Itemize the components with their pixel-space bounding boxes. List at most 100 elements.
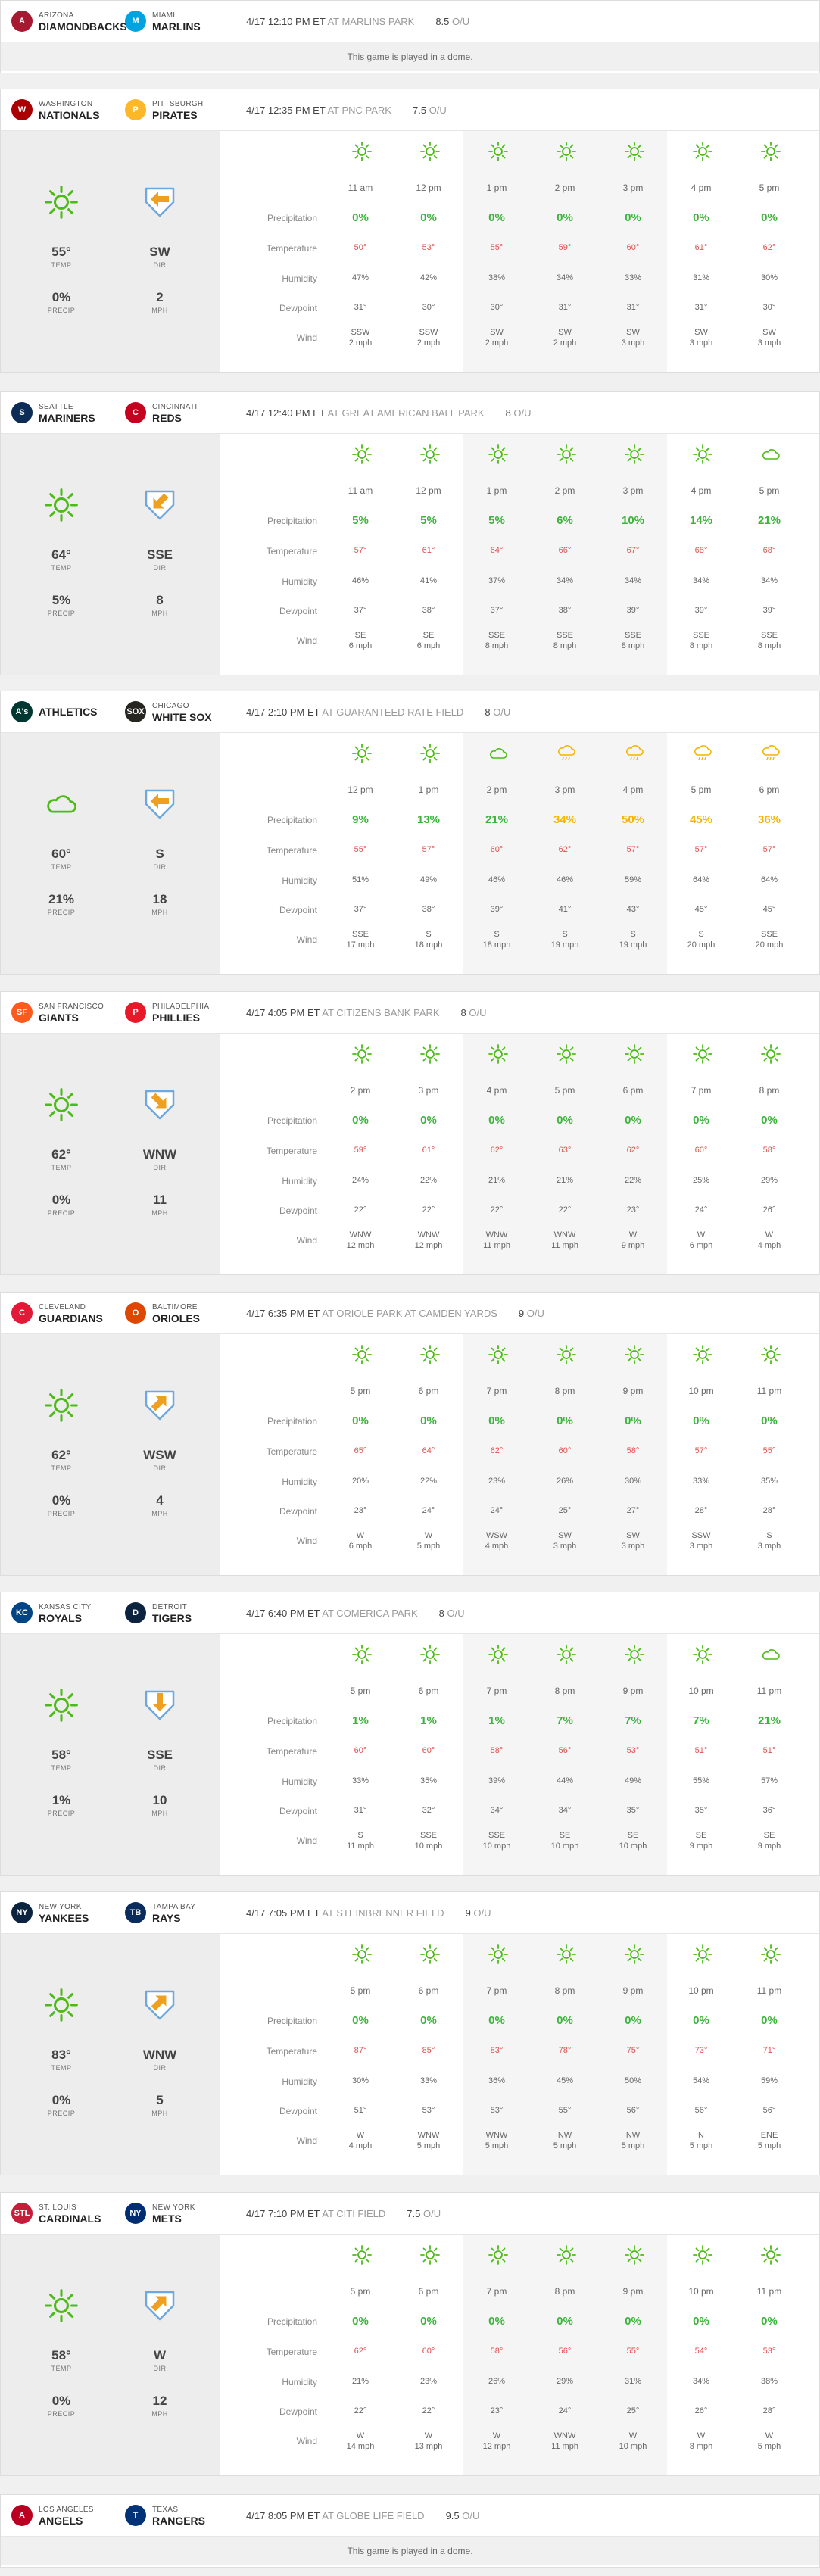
hour-time: 3 pm (622, 182, 644, 193)
home-team[interactable]: P PHILADELPHIA PHILLIES (125, 1001, 239, 1024)
hour-time: 8 pm (554, 1985, 575, 1996)
game-time: 4/17 7:10 PM ET AT CITI FIELD (246, 2208, 385, 2219)
away-team[interactable]: C CLEVELAND GUARDIANS (11, 1302, 125, 1324)
ballpark-link[interactable]: AT STEINBRENNER FIELD (322, 1907, 444, 1919)
ballpark-link[interactable]: AT GLOBE LIFE FIELD (322, 2509, 425, 2521)
hour-temp: 55° (762, 1446, 776, 1455)
team-city: CHICAGO (152, 702, 189, 710)
ballpark-link[interactable]: AT ORIOLE PARK AT CAMDEN YARDS (322, 1307, 497, 1319)
hour-wind-speed: 10 mph (619, 1842, 647, 1851)
summary-precip-label: PRECIP (47, 307, 76, 314)
hour-group: 10 pm 0% 57° 33% 28° SSW 3 mph 11 pm 0% 55° 35% 28°… (667, 1334, 803, 1575)
summary-temp: 83° TEMP (31, 2047, 92, 2072)
hour-group: 10 pm 7% 51° 55% 35° SE 9 mph 11 pm 21% 51° 57% 36°… (667, 1634, 803, 1875)
hour-wind-speed: 5 mph (689, 2141, 713, 2150)
home-team[interactable]: D DETROIT TIGERS (125, 1601, 239, 1624)
home-team[interactable]: T TEXAS RANGERS (125, 2504, 239, 2527)
summary-precip-label: PRECIP (47, 2110, 76, 2117)
away-team[interactable]: W WASHINGTON NATIONALS (11, 98, 125, 121)
team-city: ARIZONA (39, 11, 74, 20)
home-team[interactable]: NY NEW YORK METS (125, 2202, 239, 2225)
home-team[interactable]: O BALTIMORE ORIOLES (125, 1302, 239, 1324)
home-team[interactable]: M MIAMI MARLINS (125, 10, 239, 33)
ballpark-link[interactable]: AT GREAT AMERICAN BALL PARK (327, 407, 485, 419)
ou-label: O/U (513, 407, 532, 419)
summary-wind-dir: SSE DIR (129, 1748, 190, 1772)
ballpark-link[interactable]: AT GUARANTEED RATE FIELD (322, 706, 464, 718)
ballpark-link[interactable]: AT COMERICA PARK (322, 1607, 418, 1619)
away-team[interactable]: A LOS ANGELES ANGELS (11, 2504, 125, 2527)
hour-group: 2 pm 0% 59° 24% 22° WNW 12 mph 3 pm 0% 61° 22% 22° W… (326, 1034, 463, 1274)
home-team[interactable]: SOX CHICAGO WHITE SOX (125, 700, 239, 723)
hour-wind-speed: 12 mph (482, 2442, 511, 2451)
home-team[interactable]: TB TAMPA BAY RAYS (125, 1901, 239, 1924)
summary-temp: 62° TEMP (31, 1448, 92, 1472)
hour-precip: 6% (557, 514, 573, 527)
team-logo-icon: NY (125, 2203, 146, 2224)
away-team[interactable]: A ARIZONA DIAMONDBACKS (11, 10, 127, 33)
row-labels: Precipitation Temperature Humidity Dewpoint… (220, 1334, 326, 1575)
home-team[interactable]: P PITTSBURGH PIRATES (125, 98, 239, 121)
hour-wind-dir: W (356, 1531, 365, 1540)
away-team[interactable]: S SEATTLE MARINERS (11, 401, 125, 424)
hour-temp: 62° (490, 1446, 504, 1455)
away-team[interactable]: NY NEW YORK YANKEES (11, 1901, 125, 1924)
game-card: KC KANSAS CITY ROYALS D DETROIT TIGERS 4/17 6:… (0, 1592, 820, 1876)
wind-direction-icon (142, 784, 178, 825)
ballpark-link[interactable]: AT PNC PARK (327, 104, 391, 116)
hour-precip: 0% (625, 2014, 641, 2027)
hour-wind-speed: 2 mph (553, 338, 577, 348)
summary-wind-dir-value: SSE (146, 547, 173, 562)
hour-column: 9 pm 0% 58° 30% 27° SW 3 mph (599, 1334, 667, 1575)
hour-temp: 58° (490, 1746, 504, 1755)
summary-precip-value: 0% (51, 2093, 71, 2107)
hour-wind-dir: SW (558, 328, 572, 337)
away-team[interactable]: STL ST. LOUIS CARDINALS (11, 2202, 125, 2225)
hour-humidity: 34% (556, 273, 574, 282)
team-city: KANSAS CITY (39, 1603, 92, 1611)
team-logo-icon: A (11, 11, 33, 32)
hour-column: 5 pm 45% 57° 64% 45° S 20 mph (667, 733, 735, 974)
hour-wind-dir: S (357, 1831, 363, 1840)
hour-dewpoint: 56° (694, 2106, 708, 2115)
sun-icon (761, 1044, 781, 1064)
hour-group: 5 pm 0% 62° 21% 22° W 14 mph 6 pm 0% 60° 23% 22° W 13… (326, 2235, 463, 2475)
home-team[interactable]: C CINCINNATI REDS (125, 401, 239, 424)
ballpark-link[interactable]: AT MARLINS PARK (327, 15, 415, 27)
hour-precip: 21% (757, 1714, 781, 1727)
away-team[interactable]: KC KANSAS CITY ROYALS (11, 1601, 125, 1624)
ballpark-link[interactable]: AT CITIZENS BANK PARK (322, 1006, 440, 1018)
hour-column: 6 pm 0% 62° 22% 23° W 9 mph (599, 1034, 667, 1274)
game-card: C CLEVELAND GUARDIANS O BALTIMORE ORIOLES 4/17… (0, 1292, 820, 1576)
away-team[interactable]: A's ATHLETICS (11, 701, 125, 722)
hour-dewpoint: 39° (694, 606, 708, 615)
row-label: Humidity (282, 273, 317, 284)
hour-temp: 60° (694, 1146, 708, 1155)
hour-precip: 1% (488, 1714, 505, 1727)
hour-temp: 61° (422, 546, 435, 555)
team-name: CARDINALS (39, 2213, 101, 2225)
hour-precip: 0% (488, 2315, 505, 2328)
hour-humidity: 26% (556, 1477, 574, 1486)
summary-precip-label: PRECIP (47, 2410, 76, 2418)
hour-humidity: 37% (488, 576, 506, 585)
hour-precip: 0% (761, 211, 778, 224)
forecast-body: 60° TEMP 21% PRECIP S DIR 18 MPH Precipitation Te… (1, 733, 819, 974)
wind-direction-icon (142, 1386, 178, 1426)
hour-time: 11 pm (756, 1686, 782, 1696)
summary-temp-value: 83° (51, 2047, 71, 2062)
hour-column: 5 pm 0% 62° 21% 22° W 14 mph (326, 2235, 394, 2475)
row-label: Humidity (282, 576, 317, 587)
hour-precip: 0% (420, 1414, 437, 1427)
hour-humidity: 54% (692, 2076, 710, 2085)
hour-temp: 56° (558, 2347, 572, 2356)
away-team[interactable]: SF SAN FRANCISCO GIANTS (11, 1001, 125, 1024)
game-card: A ARIZONA DIAMONDBACKS M MIAMI MARLINS 4/17 12… (0, 0, 820, 73)
ballpark-link[interactable]: AT CITI FIELD (322, 2207, 386, 2219)
game-time-text: 4/17 6:35 PM ET (246, 1307, 320, 1319)
hour-precip: 13% (416, 813, 441, 826)
hour-wind-dir: W (628, 2431, 638, 2440)
hour-dewpoint: 22° (422, 1205, 435, 1215)
ou-value: 8.5 (435, 15, 450, 27)
hour-column: 2 pm 0% 59° 24% 22° WNW 12 mph (326, 1034, 394, 1274)
